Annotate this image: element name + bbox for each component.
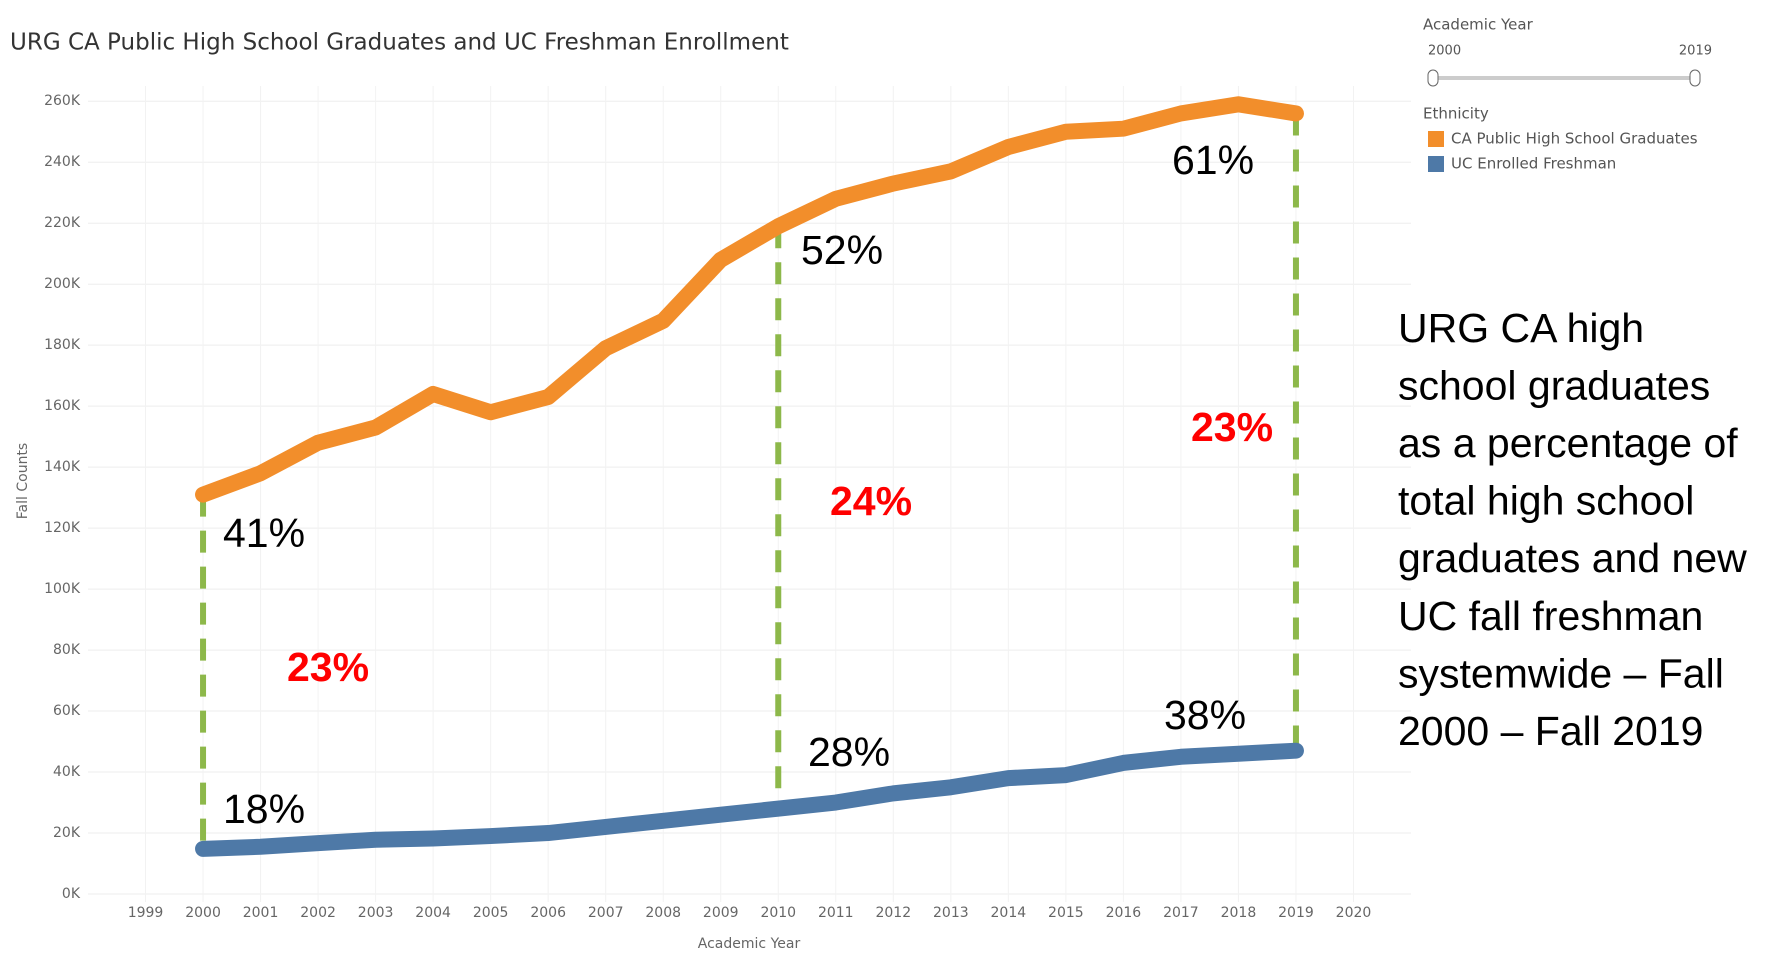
x-axis-title: Academic Year	[698, 936, 801, 952]
y-tick-label: 20K	[53, 825, 81, 841]
x-tick-label: 2011	[818, 905, 854, 921]
annotation: 38%	[1164, 692, 1246, 738]
annotation: 24%	[830, 478, 912, 524]
legend-title: Ethnicity	[1423, 105, 1489, 123]
side-note: total high school	[1398, 478, 1694, 524]
x-tick-label: 2015	[1048, 905, 1084, 921]
filter-handle[interactable]	[1427, 69, 1439, 87]
x-tick-label: 2014	[991, 905, 1027, 921]
side-note: URG CA high	[1398, 305, 1644, 351]
x-tick-label: 1999	[128, 905, 164, 921]
y-tick-label: 260K	[44, 93, 81, 109]
series-line	[195, 96, 1304, 503]
side-note: school graduates	[1398, 362, 1710, 408]
y-tick-label: 180K	[44, 337, 81, 353]
y-tick-label: 100K	[44, 581, 81, 597]
filter-handle[interactable]	[1689, 69, 1701, 87]
x-tick-label: 2007	[588, 905, 624, 921]
x-tick-label: 2018	[1221, 905, 1257, 921]
y-tick-label: 200K	[44, 276, 81, 292]
filter-title: Academic Year	[1423, 16, 1534, 34]
annotation: 23%	[287, 644, 369, 690]
side-note: 2000 – Fall 2019	[1398, 708, 1703, 754]
annotation: 23%	[1191, 404, 1273, 450]
legend-label: UC Enrolled Freshman	[1451, 155, 1616, 173]
series-line	[195, 742, 1304, 857]
x-tick-label: 2008	[645, 905, 681, 921]
annotation: 41%	[223, 510, 305, 556]
legend-swatch	[1428, 156, 1444, 172]
filter-min: 2000	[1428, 44, 1461, 59]
x-tick-label: 2002	[300, 905, 336, 921]
y-tick-label: 80K	[53, 642, 81, 658]
side-note: graduates and new	[1398, 535, 1747, 581]
legend-swatch	[1428, 131, 1444, 147]
x-tick-label: 2003	[358, 905, 394, 921]
x-tick-label: 2017	[1163, 905, 1199, 921]
x-tick-label: 2013	[933, 905, 969, 921]
y-tick-label: 0K	[62, 886, 81, 902]
chart-title: URG CA Public High School Graduates and …	[10, 30, 789, 56]
annotation: 28%	[808, 729, 890, 775]
y-tick-label: 60K	[53, 703, 81, 719]
y-tick-label: 240K	[44, 154, 81, 170]
y-axis-title: Fall Counts	[15, 443, 31, 519]
x-tick-label: 2009	[703, 905, 739, 921]
x-tick-label: 2005	[473, 905, 509, 921]
side-note: UC fall freshman	[1398, 593, 1703, 639]
y-tick-label: 40K	[53, 764, 81, 780]
x-tick-label: 2019	[1278, 905, 1314, 921]
y-tick-label: 120K	[44, 520, 81, 536]
x-tick-label: 2004	[415, 905, 451, 921]
filter-max: 2019	[1679, 44, 1712, 59]
annotation: 18%	[223, 786, 305, 832]
x-tick-label: 2000	[185, 905, 221, 921]
y-tick-label: 220K	[44, 215, 81, 231]
y-tick-label: 160K	[44, 398, 81, 414]
side-note: systemwide – Fall	[1398, 650, 1724, 696]
annotation: 61%	[1172, 137, 1254, 183]
annotation: 52%	[801, 227, 883, 273]
x-tick-label: 2010	[760, 905, 796, 921]
side-note: as a percentage of	[1398, 420, 1738, 466]
x-tick-label: 2020	[1336, 905, 1372, 921]
y-tick-label: 140K	[44, 459, 81, 475]
x-tick-label: 2012	[875, 905, 911, 921]
legend-label: CA Public High School Graduates	[1451, 130, 1698, 148]
x-tick-label: 2001	[243, 905, 279, 921]
x-tick-label: 2006	[530, 905, 566, 921]
x-tick-label: 2016	[1106, 905, 1142, 921]
